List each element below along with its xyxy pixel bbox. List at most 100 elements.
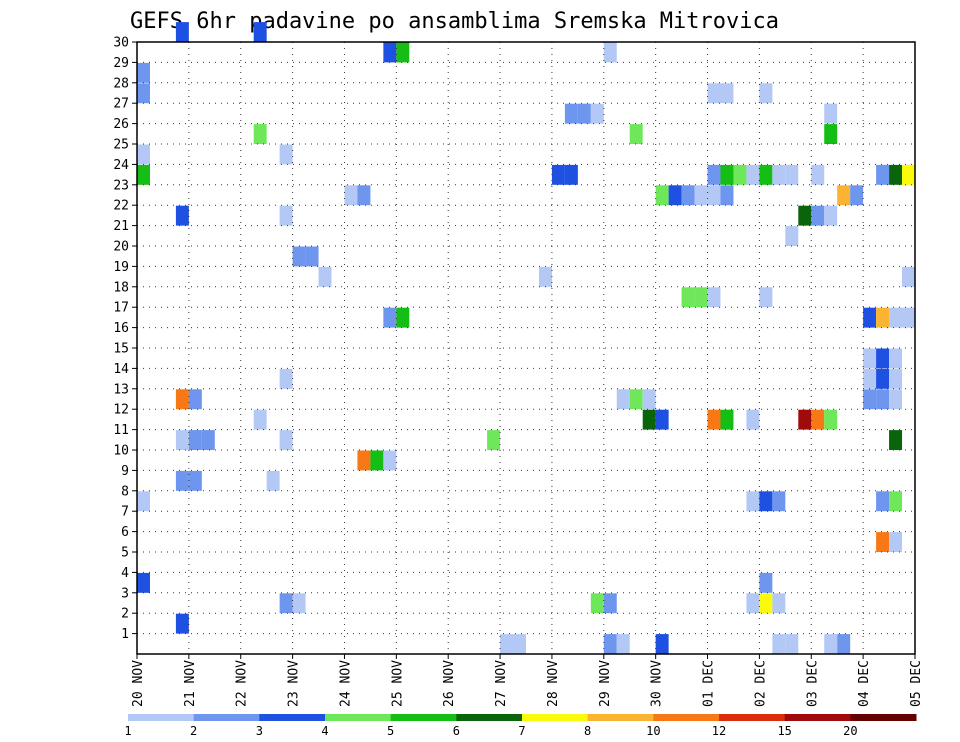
colorbar-label-20: 20 [843, 724, 857, 738]
cell-9 [188, 430, 202, 450]
cell-110 [876, 348, 890, 369]
cell-0 [137, 164, 150, 185]
cell-48 [590, 593, 604, 614]
cell-111 [889, 348, 903, 369]
colorbar-label-15: 15 [777, 724, 791, 738]
colorbar-swatch-9 [719, 714, 786, 721]
y-tick-label-14: 14 [113, 362, 129, 377]
cell-81 [707, 409, 721, 430]
cell-63 [707, 185, 721, 206]
cell-42 [551, 164, 565, 185]
y-tick-label-19: 19 [113, 260, 129, 275]
cell-112 [863, 368, 877, 389]
cell-45 [577, 103, 591, 124]
y-tick-label-21: 21 [113, 219, 129, 234]
y-tick-label-28: 28 [113, 76, 129, 91]
y-tick-label-22: 22 [113, 199, 129, 214]
cell-106 [876, 307, 890, 328]
cell-6 [175, 470, 189, 491]
cell-97 [811, 205, 825, 226]
cell-95 [824, 409, 838, 430]
cell-79 [759, 287, 773, 308]
cell-87 [759, 572, 773, 593]
colorbar-label-4: 4 [321, 724, 328, 738]
cell-27 [305, 246, 319, 267]
colorbar-label-8: 8 [584, 724, 591, 738]
cell-119 [889, 164, 903, 185]
cell-105 [863, 307, 877, 328]
colorbar-swatch-1 [193, 714, 260, 721]
cell-117 [889, 389, 903, 410]
colorbar-swatch-11 [850, 714, 917, 721]
cell-89 [759, 491, 773, 512]
x-tick-label-13: 03 DEC [805, 660, 820, 707]
x-tick-label-11: 01 DEC [702, 660, 717, 707]
cell-65 [681, 287, 695, 308]
cell-33 [383, 450, 397, 471]
cell-83 [746, 409, 760, 430]
y-tick-label-8: 8 [121, 484, 129, 499]
x-tick-label-7: 27 NOV [494, 660, 509, 707]
cell-114 [889, 368, 903, 389]
y-tick-label-16: 16 [113, 321, 129, 336]
x-tick-label-9: 29 NOV [598, 660, 613, 707]
cell-78 [759, 83, 773, 104]
cell-19 [253, 22, 267, 42]
cell-88 [746, 491, 760, 512]
cell-60 [668, 185, 682, 206]
y-tick-label-12: 12 [113, 403, 129, 418]
cell-49 [603, 593, 617, 614]
cell-68 [707, 83, 721, 104]
cell-64 [720, 185, 734, 206]
colorbar-label-2: 2 [190, 724, 197, 738]
cell-99 [824, 103, 838, 124]
colorbar-swatch-8 [653, 714, 720, 721]
colorbar-swatch-2 [259, 714, 326, 721]
colorbar-swatch-3 [325, 714, 392, 721]
y-tick-label-11: 11 [113, 423, 129, 438]
cell-121 [889, 430, 903, 450]
y-tick-label-17: 17 [113, 301, 129, 316]
y-tick-label-24: 24 [113, 158, 129, 173]
cell-126 [902, 266, 915, 287]
x-tick-label-12: 02 DEC [753, 660, 768, 707]
y-tick-label-15: 15 [113, 342, 129, 357]
cell-75 [772, 164, 786, 185]
cell-100 [824, 124, 838, 144]
cell-101 [837, 185, 851, 206]
y-tick-label-6: 6 [121, 525, 129, 540]
cell-124 [876, 532, 890, 552]
y-tick-label-10: 10 [113, 444, 129, 459]
cell-90 [772, 491, 786, 512]
x-tick-label-3: 23 NOV [287, 660, 302, 707]
x-tick-label-14: 04 DEC [857, 660, 872, 707]
cell-86 [772, 593, 786, 614]
cell-74 [759, 164, 773, 185]
cell-4 [137, 491, 150, 512]
cell-32 [370, 450, 384, 471]
cell-69 [720, 83, 734, 104]
cell-24 [279, 593, 293, 614]
cell-20 [279, 144, 293, 165]
y-tick-label-27: 27 [113, 97, 129, 112]
colorbar-swatch-7 [587, 714, 654, 721]
cell-22 [279, 430, 293, 450]
cell-113 [876, 368, 890, 389]
y-tick-label-25: 25 [113, 138, 129, 153]
cell-76 [785, 164, 799, 185]
x-tick-label-0: 20 NOV [131, 660, 146, 707]
cell-47 [603, 42, 617, 63]
cell-71 [720, 164, 734, 185]
cell-103 [824, 634, 838, 654]
y-tick-label-4: 4 [121, 566, 129, 581]
cell-57 [655, 409, 669, 430]
y-tick-label-23: 23 [113, 178, 129, 193]
cell-77 [811, 164, 825, 185]
cell-43 [564, 164, 578, 185]
cell-37 [396, 307, 410, 328]
colorbar-swatch-0 [128, 714, 195, 721]
cell-46 [590, 103, 604, 124]
colorbar: 1 2 3 4 5 6 7 8 10 12 15 20 [124, 714, 917, 738]
y-tick-label-18: 18 [113, 280, 129, 295]
y-tick-label-3: 3 [121, 586, 129, 601]
